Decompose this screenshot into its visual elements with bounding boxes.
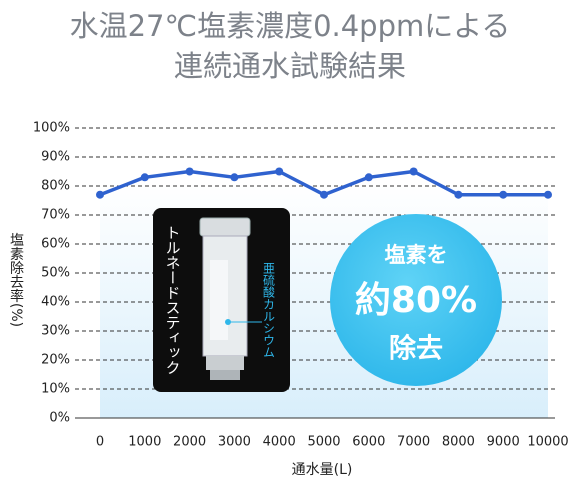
data-point <box>96 190 104 199</box>
y-tick-label: 50% <box>41 266 70 281</box>
data-point <box>364 173 373 182</box>
data-point <box>454 190 463 199</box>
y-tick-label: 40% <box>41 295 70 310</box>
y-tick-label: 20% <box>41 353 70 368</box>
x-tick-label: 2000 <box>173 435 206 450</box>
badge: 塩素を 約80% 除去 <box>330 214 502 386</box>
x-tick-label: 6000 <box>352 435 385 450</box>
x-tick-label: 9000 <box>487 435 520 450</box>
y-tick-label: 60% <box>41 237 70 252</box>
y-tick-label: 0% <box>49 411 70 426</box>
chart-title: 連続通水試験結果 <box>174 49 406 83</box>
ingredient-label: 亜硫酸カルシウム <box>262 262 276 358</box>
x-tick-label: 7000 <box>397 435 430 450</box>
x-axis-label: 通水量(L) <box>292 462 353 478</box>
x-tick-label: 8000 <box>442 435 475 450</box>
x-tick-label: 3000 <box>218 435 251 450</box>
x-tick-label: 10000 <box>527 435 568 450</box>
x-tick-label: 0 <box>96 435 104 450</box>
y-tick-label: 90% <box>41 150 70 165</box>
product-name: トルネードスティック <box>164 225 182 375</box>
data-point <box>140 173 149 182</box>
x-tick-label: 4000 <box>263 435 296 450</box>
badge-text: 塩素を <box>385 243 448 267</box>
data-point <box>275 167 284 176</box>
data-point <box>544 190 552 199</box>
y-axis-label: 塩素除去率(%) <box>8 233 24 327</box>
y-tick-label: 80% <box>41 179 70 194</box>
product-panel: トルネードスティック 亜硫酸カルシウム <box>153 208 290 392</box>
data-point <box>320 190 328 199</box>
x-tick-label: 1000 <box>128 435 161 450</box>
y-tick-label: 10% <box>41 382 70 397</box>
y-tick-label: 70% <box>41 208 70 223</box>
data-point <box>499 190 508 199</box>
y-tick-label: 30% <box>41 324 70 339</box>
data-point <box>230 173 239 182</box>
data-point <box>409 167 418 176</box>
x-tick-label: 5000 <box>307 435 340 450</box>
y-tick-label: 100% <box>33 121 70 136</box>
data-point <box>185 167 194 176</box>
badge-text: 約80% <box>355 280 477 321</box>
chart-title: 水温27℃塩素濃度0.4ppmによる <box>70 9 511 43</box>
badge-text: 除去 <box>389 333 443 365</box>
